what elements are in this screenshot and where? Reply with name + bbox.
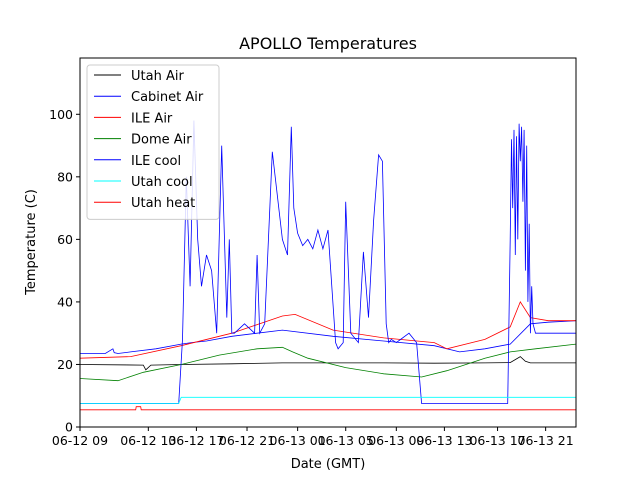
legend-label-dome-air: Dome Air xyxy=(131,133,192,148)
series-layer xyxy=(79,120,577,411)
y-tick-label: 40 xyxy=(57,294,73,309)
legend-label-utah-heat: Utah heat xyxy=(131,196,195,211)
series-line-cabinet-air xyxy=(80,320,577,354)
y-tick-label: 80 xyxy=(57,169,73,184)
plot-frame xyxy=(79,57,577,428)
series-line-utah-heat xyxy=(80,406,576,411)
chart-title: APOLLO Temperatures xyxy=(239,34,417,53)
x-tick-label: 06-13 13 xyxy=(416,433,472,448)
y-axis-label: Temperature (C) xyxy=(24,189,39,296)
series-line-ile-air xyxy=(79,301,576,359)
x-tick-label: 06-12 17 xyxy=(168,433,224,448)
x-tick-label: 06-13 05 xyxy=(318,433,374,448)
x-tick-label: 06-13 17 xyxy=(469,433,525,448)
series-line-ile-cool xyxy=(80,120,576,404)
series-line-dome-air xyxy=(79,343,577,382)
series-line-utah-air xyxy=(79,356,576,371)
legend-label-utah-air: Utah Air xyxy=(131,69,184,84)
x-axis-label: Date (GMT) xyxy=(291,457,366,472)
y-tick-label: 100 xyxy=(49,107,73,122)
x-tick-label: 06-13 01 xyxy=(270,433,326,448)
x-tick-label: 06-12 13 xyxy=(120,433,176,448)
x-tick-label: 06-13 21 xyxy=(518,433,574,448)
x-tick-label: 06-12 09 xyxy=(52,433,108,448)
legend-label-utah-cool: Utah cool xyxy=(131,175,193,190)
y-tick-label: 20 xyxy=(57,357,73,372)
series-line-utah-cool xyxy=(80,396,576,404)
x-tick-label: 06-12 21 xyxy=(219,433,275,448)
y-tick-label: 0 xyxy=(65,420,73,435)
legend-label-ile-air: ILE Air xyxy=(131,111,173,126)
legend: Utah Air Cabinet Air ILE Air Dome Air ILE co… xyxy=(86,64,220,220)
x-tick-label: 06-13 09 xyxy=(368,433,424,448)
y-tick-label: 60 xyxy=(57,232,73,247)
legend-label-ile-cool: ILE cool xyxy=(131,154,181,169)
legend-label-cabinet-air: Cabinet Air xyxy=(131,90,204,105)
